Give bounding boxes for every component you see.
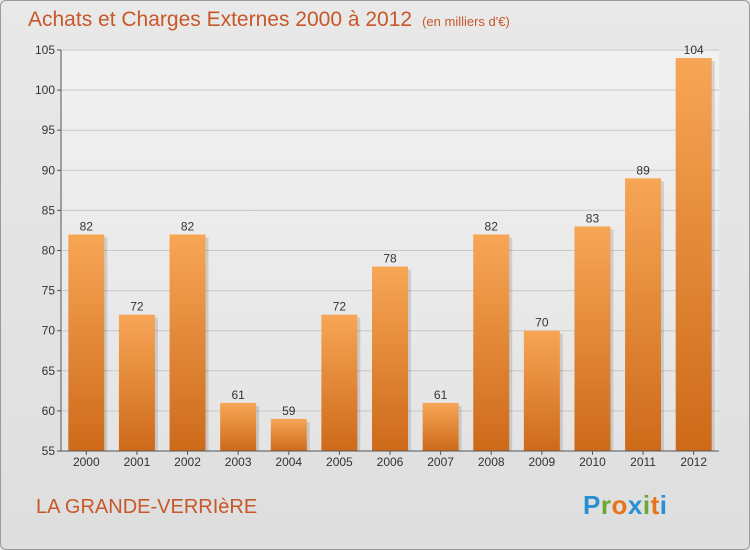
x-tick-label: 2007 (427, 455, 454, 469)
bars (68, 58, 715, 452)
x-tick-label: 2000 (73, 455, 100, 469)
commune-name: LA GRANDE-VERRIèRE (36, 496, 258, 518)
logo-letter: o (611, 490, 628, 520)
labels: 55 60 65 70 75 80 85 90 95 100 105 82 2000 72 2001 82 20… (35, 43, 707, 469)
bar (220, 402, 257, 451)
value-label: 61 (231, 388, 245, 402)
value-label: 72 (130, 300, 144, 314)
value-label: 83 (586, 211, 600, 225)
bar (169, 234, 206, 451)
chart-title-text: Achats et Charges Externes 2000 à 2012 (28, 8, 413, 31)
y-tick-label: 95 (42, 123, 56, 137)
y-tick-label: 60 (42, 404, 56, 418)
bar (372, 266, 408, 451)
bar (523, 330, 560, 451)
x-tick-label: 2009 (528, 455, 555, 469)
y-tick-label: 80 (42, 244, 56, 258)
logo-letter: i (642, 490, 651, 520)
x-tick-label: 2001 (124, 455, 151, 469)
x-tick-label: 2004 (275, 455, 302, 469)
x-tick-label: 2010 (579, 455, 606, 469)
bar (321, 314, 358, 451)
chart-title: Achats et Charges Externes 2000 à 2012 (e… (28, 8, 510, 32)
bar (625, 178, 662, 451)
value-label: 82 (80, 219, 94, 233)
chart-title-unit: (en milliers d'€) (422, 14, 510, 29)
bar (118, 314, 155, 451)
value-label: 72 (333, 300, 347, 314)
x-tick-label: 2012 (680, 455, 707, 469)
bar (270, 418, 307, 451)
value-label: 59 (282, 404, 296, 418)
value-label: 82 (181, 219, 195, 233)
y-tick-label: 105 (35, 43, 55, 57)
logo-letter: i (659, 490, 668, 520)
value-label: 89 (636, 163, 650, 177)
value-label: 61 (434, 388, 448, 402)
y-tick-label: 90 (42, 163, 56, 177)
y-tick-label: 85 (42, 203, 56, 217)
proxiti-logo: Proxiti (583, 490, 667, 521)
logo-letter: t (650, 490, 660, 520)
x-tick-label: 2008 (478, 455, 505, 469)
bar (68, 234, 105, 451)
y-tick-label: 100 (35, 83, 55, 97)
bar (473, 234, 510, 451)
bar (422, 402, 459, 451)
y-tick-label: 55 (42, 444, 56, 458)
x-tick-label: 2003 (225, 455, 252, 469)
logo-letter: P (583, 490, 601, 520)
logo-letter: x (627, 490, 643, 520)
x-tick-label: 2005 (326, 455, 353, 469)
x-tick-label: 2011 (630, 455, 656, 469)
bar (574, 226, 611, 451)
y-tick-label: 65 (42, 364, 56, 378)
axes (57, 49, 719, 455)
y-tick-label: 75 (42, 284, 56, 298)
value-label: 82 (485, 219, 499, 233)
x-tick-label: 2006 (377, 455, 404, 469)
value-label: 70 (535, 316, 549, 330)
y-tick-label: 70 (42, 324, 56, 338)
value-label: 104 (684, 43, 704, 57)
logo-letter: r (600, 490, 612, 520)
value-label: 78 (383, 252, 397, 266)
x-tick-label: 2002 (174, 455, 201, 469)
bar (675, 58, 712, 452)
